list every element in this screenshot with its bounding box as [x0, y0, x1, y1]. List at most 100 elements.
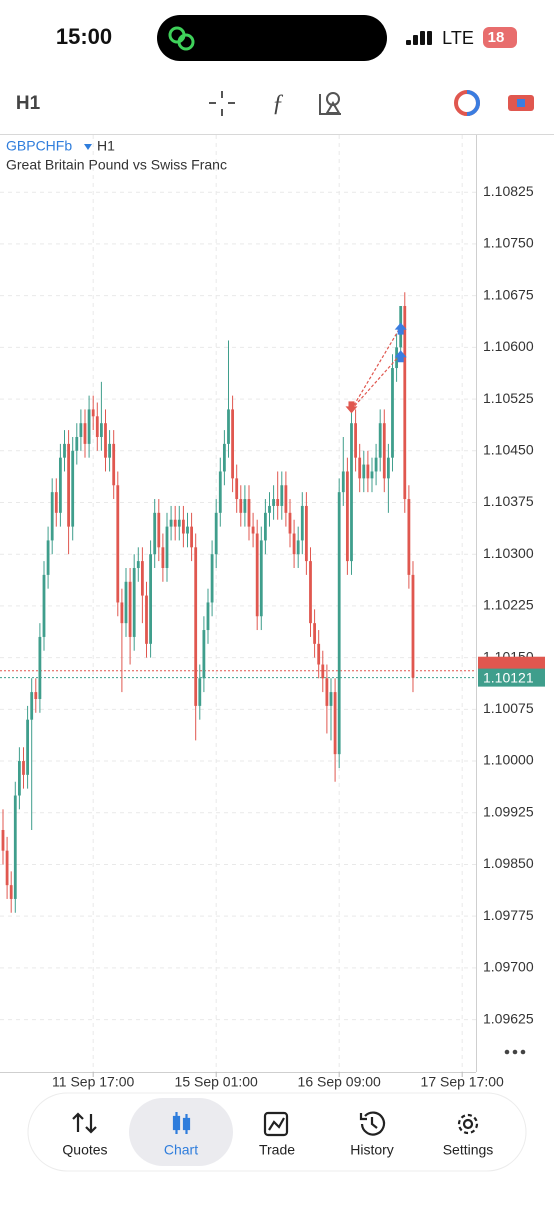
candle-body: [247, 499, 251, 527]
candle-body: [354, 423, 357, 458]
y-tick-label: 1.10525: [483, 390, 534, 406]
candle-body: [263, 512, 267, 541]
objects-button[interactable]: [319, 92, 341, 115]
candle-body: [34, 692, 38, 699]
candle-body: [276, 499, 280, 506]
candle-body: [350, 423, 353, 562]
crosshair-button[interactable]: [209, 91, 235, 116]
candle-body: [222, 443, 226, 472]
trade-mode-button[interactable]: [454, 90, 480, 116]
timeframe-button[interactable]: H1: [16, 93, 41, 114]
candle-body: [54, 492, 58, 513]
candle-body: [411, 574, 415, 678]
symbol-description: Great Britain Pound vs Swiss Franc: [6, 157, 227, 173]
more-button[interactable]: [504, 1049, 526, 1055]
y-tick-label: 1.10225: [483, 597, 534, 613]
candle-body: [198, 678, 202, 706]
signal-icon: [406, 31, 432, 45]
candle-body: [345, 471, 349, 562]
candle-body: [50, 492, 54, 541]
candle-body: [17, 761, 21, 796]
candle-body: [325, 678, 329, 706]
candle-body: [366, 464, 370, 479]
battery: [483, 27, 517, 48]
y-tick-label: 1.10825: [483, 183, 534, 199]
x-tick-label: 11 Sep 17:00: [52, 1074, 134, 1090]
candle-body: [296, 540, 300, 555]
quotes-icon: [72, 1112, 97, 1134]
candle-body: [87, 409, 91, 444]
nav-bar: [27, 1092, 527, 1172]
candle-body: [9, 885, 13, 899]
indicators-button[interactable]: ƒ: [272, 91, 284, 117]
history-icon: [359, 1111, 386, 1136]
candle-body: [370, 471, 374, 479]
trade-arrow: [394, 350, 407, 363]
candle-body: [136, 561, 140, 568]
candle-body: [83, 423, 87, 444]
candle-body: [128, 581, 132, 637]
symbol[interactable]: GBPCHFb: [6, 138, 72, 154]
candle-body: [362, 464, 366, 479]
y-tick-label: 1.10075: [483, 700, 534, 716]
candle-body: [181, 519, 185, 534]
nav-item[interactable]: Trade: [259, 1142, 295, 1158]
candle-body: [210, 554, 214, 603]
candle-body: [218, 471, 222, 513]
candle-body: [341, 471, 345, 493]
candle-body: [120, 602, 124, 624]
dynamic-island: [157, 15, 387, 61]
candle-body: [173, 519, 177, 527]
chart: [0, 135, 476, 1072]
candle-body: [202, 630, 206, 679]
candle-body: [46, 540, 50, 575]
candle-body: [165, 526, 169, 568]
candle-body: [214, 512, 218, 555]
candle-body: [378, 423, 382, 458]
candle-body: [403, 305, 407, 500]
candle-body: [1, 829, 5, 851]
nav-item[interactable]: History: [350, 1142, 394, 1158]
candle-body: [288, 512, 292, 534]
bid-label-text: 1.10121: [483, 669, 534, 685]
y-tick-label: 1.10600: [483, 338, 534, 354]
nav-item[interactable]: Chart: [164, 1142, 198, 1158]
candle-body: [75, 436, 79, 451]
candle-body: [391, 368, 394, 458]
candle-body: [292, 533, 296, 555]
candle-body: [30, 692, 34, 720]
nav-item[interactable]: Settings: [443, 1142, 494, 1158]
y-tick-label: 1.09700: [483, 959, 534, 975]
trade-link: [351, 353, 402, 410]
candle-body: [38, 636, 42, 699]
candle-body: [104, 423, 107, 458]
candle-body: [300, 505, 304, 541]
y-tick-label: 1.09925: [483, 803, 534, 819]
candle-body: [140, 561, 144, 596]
candle-body: [67, 443, 70, 527]
chart-timeframe: H1: [97, 138, 115, 154]
settings-icon: [457, 1113, 479, 1135]
candle-body: [124, 581, 128, 624]
candle-body: [329, 692, 333, 706]
candle-body: [95, 416, 99, 437]
y-tick-label: 1.10375: [483, 493, 534, 509]
candle-body: [177, 519, 181, 527]
nav-item[interactable]: Quotes: [62, 1142, 107, 1158]
candle-body: [194, 547, 198, 706]
candle-body: [407, 499, 411, 575]
candle-body: [169, 519, 173, 527]
trade-icon: [263, 1111, 289, 1137]
candle-body: [235, 478, 239, 500]
candle-body: [231, 409, 234, 479]
candle-body: [91, 409, 95, 417]
y-tick-label: 1.10300: [483, 545, 534, 561]
candle-body: [337, 492, 341, 755]
symbol-dropdown[interactable]: [84, 144, 92, 150]
y-tick-label: 1.09775: [483, 907, 534, 923]
candle-body: [116, 485, 120, 603]
one-click-button[interactable]: [508, 95, 534, 111]
candle-body: [243, 499, 247, 513]
